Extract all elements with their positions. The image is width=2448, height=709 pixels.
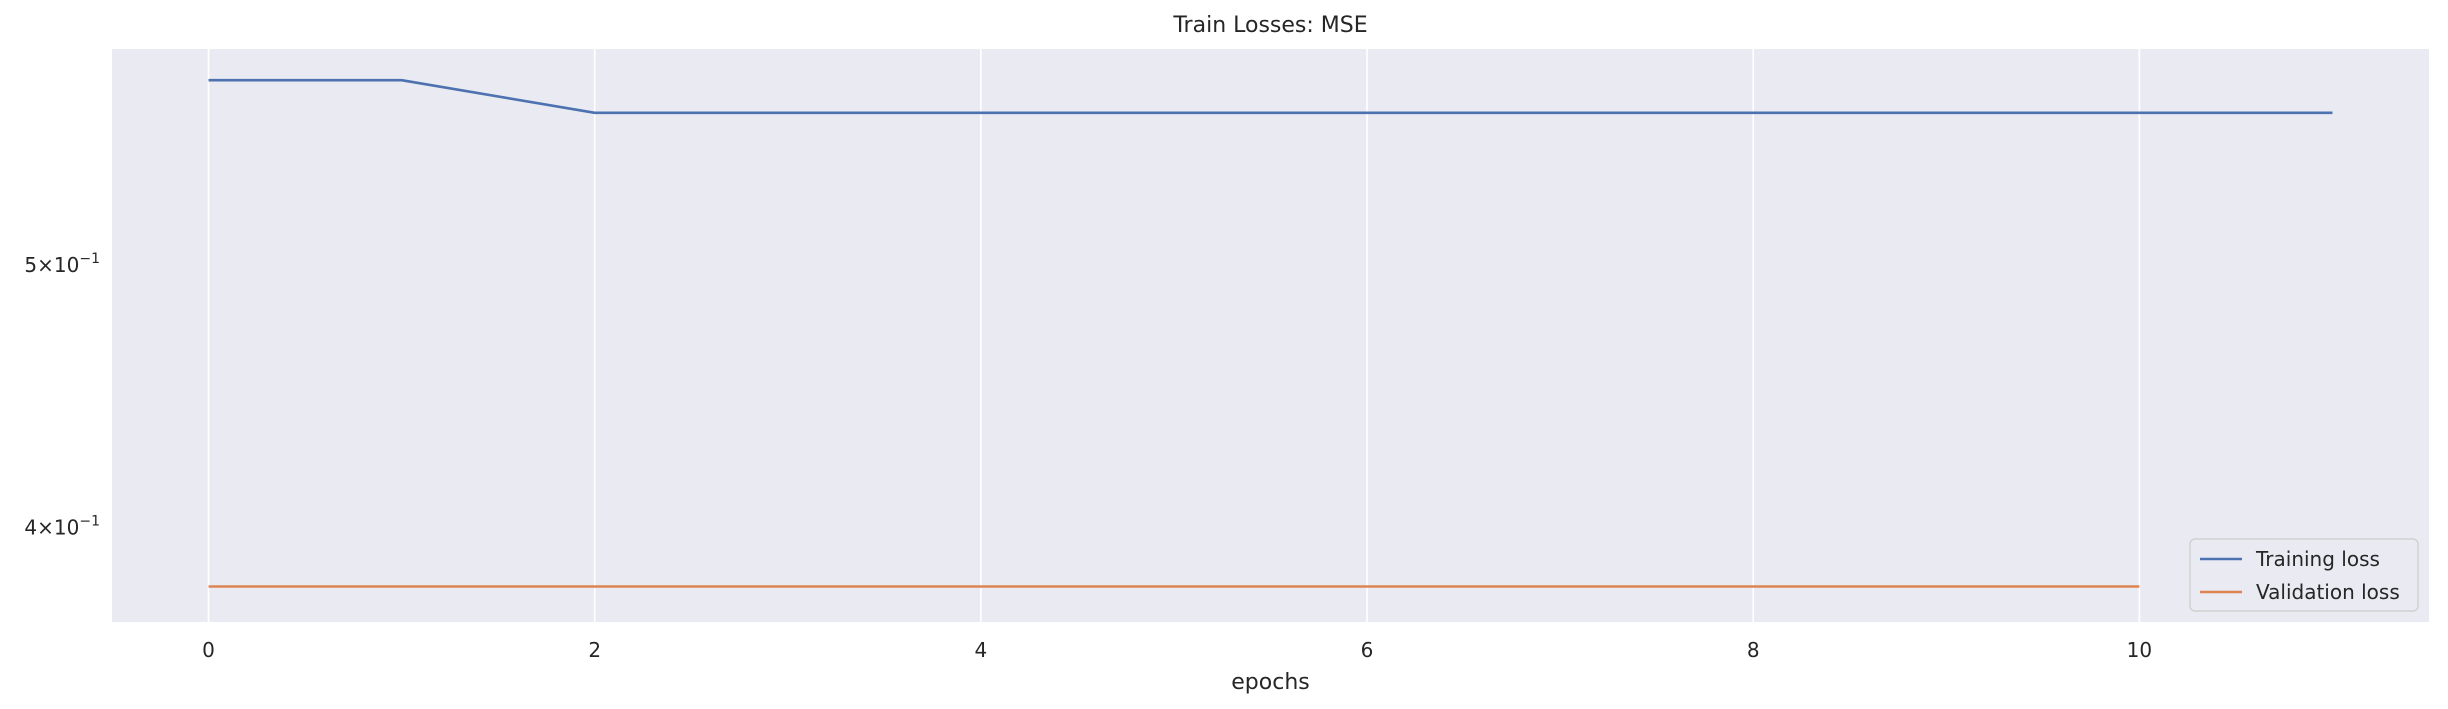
legend-label: Training loss [2255, 547, 2380, 571]
plot-area [112, 49, 2429, 622]
legend-label: Validation loss [2256, 580, 2400, 604]
x-tick-label: 4 [975, 638, 988, 662]
y-tick-labels: 5×10−1 4×10−1 [24, 251, 100, 540]
series-line-1 [208, 78, 2333, 115]
gridlines [207, 49, 2141, 622]
y-tick-label: 4×10−1 [24, 514, 100, 540]
legend-box [2189, 538, 2419, 612]
x-tick-label: 10 [2127, 638, 2152, 662]
y-tick-label: 5×10−1 [24, 251, 100, 277]
x-axis-label: epochs [1231, 670, 1309, 695]
x-tick-labels: 0 2 4 6 8 10 [202, 638, 2152, 662]
chart-title: Train Losses: MSE [1172, 13, 1367, 38]
legend: Training loss Validation loss [2189, 538, 2419, 612]
x-tick-label: 8 [1747, 638, 1760, 662]
x-tick-label: 0 [202, 638, 215, 662]
x-tick-label: 2 [588, 638, 601, 662]
series-group [208, 78, 2333, 588]
x-tick-label: 6 [1361, 638, 1374, 662]
